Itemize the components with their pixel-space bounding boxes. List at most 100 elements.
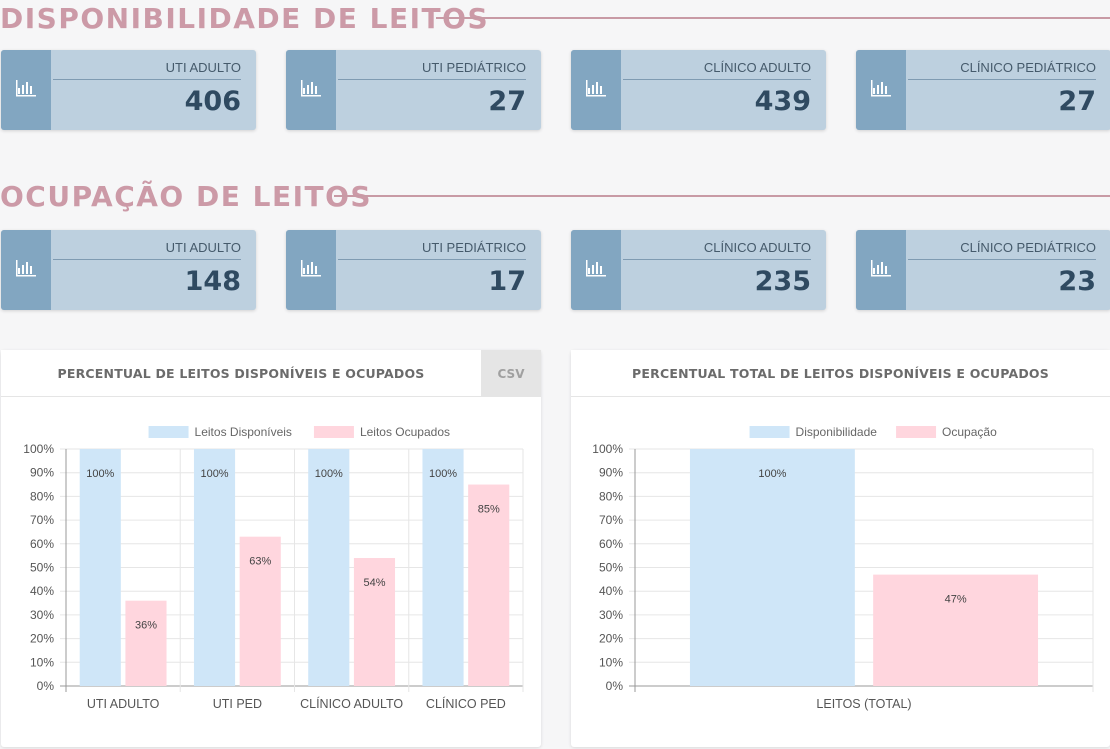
bar-data-label: 100% (315, 468, 343, 480)
bar-chart-icon-graphic (586, 259, 606, 276)
y-tick-label: 50% (599, 561, 623, 575)
bar-chart-icon (870, 79, 892, 102)
y-tick-label: 50% (30, 561, 54, 575)
icon-bar (885, 85, 887, 94)
card-label: CLÍNICO ADULTO (703, 60, 811, 75)
panel-header: PERCENTUAL DE LEITOS DISPONÍVEIS E OCUPA… (1, 350, 541, 397)
card-available-uti-adulto: UTI ADULTO 406 (1, 50, 256, 130)
bar (468, 484, 510, 686)
panel-title: PERCENTUAL TOTAL DE LEITOS DISPONÍVEIS E… (632, 365, 1049, 381)
icon-bar (311, 81, 313, 94)
card-value: 406 (184, 86, 241, 117)
y-tick-label: 80% (30, 489, 54, 503)
bar (353, 558, 396, 686)
title-divider (334, 195, 1110, 197)
icon-bar (22, 264, 24, 274)
icon-bar (307, 84, 309, 94)
icon-bar (881, 81, 883, 94)
icon-bar (881, 261, 883, 274)
chart-panel-total: PERCENTUAL TOTAL DE LEITOS DISPONÍVEIS E… (571, 350, 1110, 747)
csv-button-label: CSV (497, 366, 525, 381)
bar (79, 449, 121, 686)
card-label: UTI ADULTO (165, 240, 241, 255)
bar-data-label: 100% (86, 468, 114, 480)
bar-chart-icon (870, 259, 892, 282)
card-divider (338, 79, 526, 80)
icon-bar (18, 267, 20, 274)
card-icon-box (1, 230, 51, 310)
section-title-occupancy: OCUPAÇÃO DE LEITOS (0, 178, 1110, 214)
icon-baseline (871, 94, 891, 96)
card-divider (338, 259, 526, 260)
card-label: UTI PEDIÁTRICO (421, 240, 526, 255)
card-occupied-uti-pediatrico: UTI PEDIÁTRICO 17 (286, 230, 541, 310)
card-available-uti-pediatrico: UTI PEDIÁTRICO 27 (286, 50, 541, 130)
bar-chart-icon (15, 79, 37, 102)
bar (308, 449, 350, 686)
y-tick-label: 100% (592, 442, 623, 456)
bar-data-label: 36% (135, 620, 157, 632)
icon-axis (871, 79, 873, 96)
icon-bar (315, 85, 317, 94)
icon-axis (301, 79, 303, 96)
icon-axis (16, 259, 18, 276)
bar-data-label: 47% (945, 594, 967, 606)
icon-bar (600, 85, 602, 94)
card-divider (53, 79, 241, 80)
y-tick-label: 30% (30, 608, 54, 622)
bar-chart-icon (300, 79, 322, 102)
card-divider (908, 79, 1096, 80)
icon-bar (26, 81, 28, 94)
legend-swatch (749, 426, 790, 438)
legend-swatch (313, 426, 354, 438)
x-tick-label: CLÍNICO ADULTO (300, 696, 403, 711)
legend-swatch (148, 426, 189, 438)
icon-bar (592, 264, 594, 274)
card-label: CLÍNICO PEDIÁTRICO (960, 240, 1096, 255)
icon-bar (303, 267, 305, 274)
card-occupied-uti-adulto: UTI ADULTO 148 (1, 230, 256, 310)
card-divider (53, 259, 241, 260)
icon-bar (885, 265, 887, 274)
card-icon-box (856, 50, 906, 130)
panel-title: PERCENTUAL DE LEITOS DISPONÍVEIS E OCUPA… (57, 365, 425, 381)
bar (689, 449, 855, 686)
bar (125, 600, 167, 686)
csv-export-button[interactable]: CSV (481, 350, 541, 397)
y-tick-label: 80% (599, 489, 623, 503)
y-tick-label: 100% (23, 442, 54, 456)
bar-chart-icon (585, 79, 607, 102)
bar-data-label: 54% (363, 577, 385, 589)
icon-bar (311, 261, 313, 274)
bar-chart-icon-graphic (16, 259, 36, 276)
icon-bar (22, 84, 24, 94)
bar-data-label: 100% (758, 468, 786, 480)
card-label: CLÍNICO ADULTO (703, 240, 811, 255)
icon-baseline (871, 274, 891, 276)
bar (422, 449, 464, 686)
y-tick-label: 20% (599, 632, 623, 646)
card-divider (623, 259, 811, 260)
bar (873, 574, 1039, 686)
legend-swatch (896, 426, 937, 438)
y-tick-label: 0% (37, 679, 55, 693)
y-tick-label: 90% (599, 466, 623, 480)
card-icon-box (571, 50, 621, 130)
icon-bar (26, 261, 28, 274)
icon-axis (586, 79, 588, 96)
bar-chart-icon-graphic (871, 79, 891, 96)
icon-bar (588, 267, 590, 274)
icon-axis (586, 259, 588, 276)
card-icon-box (571, 230, 621, 310)
card-available-clinico-pediatrico: CLÍNICO PEDIÁTRICO 27 (856, 50, 1110, 130)
availability-title: DISPONIBILIDADE DE LEITOS (0, 1, 502, 35)
icon-bar (592, 84, 594, 94)
bar-data-label: 100% (429, 468, 457, 480)
card-icon-box (856, 230, 906, 310)
title-divider (436, 17, 1110, 19)
card-divider (908, 259, 1096, 260)
bar-chart-icon (585, 259, 607, 282)
occupancy-title: OCUPAÇÃO DE LEITOS (0, 179, 385, 213)
card-icon-box (286, 50, 336, 130)
icon-axis (871, 259, 873, 276)
